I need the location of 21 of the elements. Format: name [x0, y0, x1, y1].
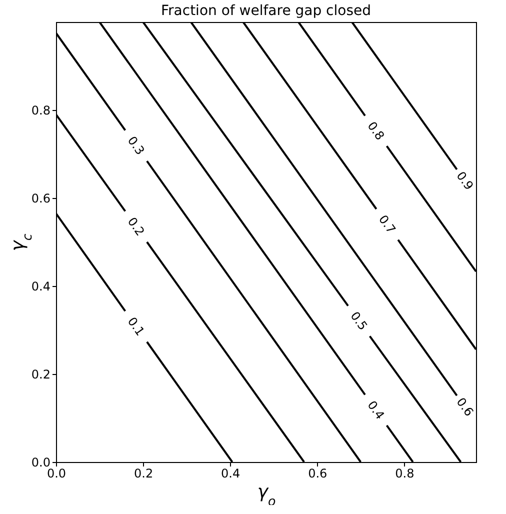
text: 0.3	[124, 134, 148, 158]
x-tick-label: 0.4	[221, 466, 240, 480]
y-tick-label: 0.2	[31, 368, 50, 382]
x-tick-label: 0.2	[134, 466, 154, 480]
chart-title: Fraction of welfare gap closed	[161, 3, 371, 19]
y-tick-label: 0.0	[31, 456, 50, 470]
text: 0.8	[364, 119, 388, 143]
text: 0.9	[454, 168, 476, 193]
x-tick-label: 0.8	[395, 466, 414, 480]
x-tick-label: 0.0	[46, 466, 66, 480]
y-tick-label: 0.8	[31, 104, 50, 118]
x-axis-title: γ$_{o}$	[257, 482, 276, 508]
text: 0.4	[364, 398, 388, 422]
text: 0.7	[376, 212, 398, 236]
text: 0.6	[454, 395, 476, 419]
text: 0.5	[348, 309, 370, 333]
y-tick-label: 0.4	[31, 280, 50, 294]
text: 0.1	[124, 314, 148, 338]
x-tick-label: 0.6	[308, 466, 328, 480]
text: 0.2	[124, 214, 148, 238]
y-tick-label: 0.6	[31, 192, 50, 206]
